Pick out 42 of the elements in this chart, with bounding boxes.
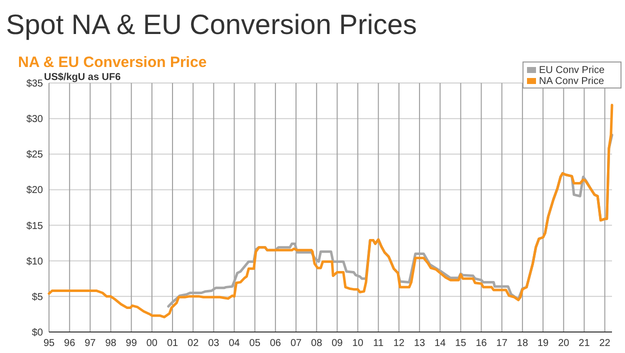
x-tick-label: 01 <box>166 338 179 349</box>
line-series <box>48 104 614 318</box>
x-tick-label: 22 <box>599 338 611 349</box>
x-tick-label: 02 <box>188 338 200 349</box>
x-tick-label: 10 <box>352 338 364 349</box>
x-tick-label: 00 <box>146 338 158 349</box>
y-tick-label: $30 <box>26 114 44 126</box>
x-tick-label: 96 <box>64 338 76 349</box>
y-tick-label: $25 <box>26 150 44 161</box>
x-tick-label: 12 <box>393 338 405 349</box>
x-tick-label: 95 <box>43 338 55 349</box>
y-axis-title: US$/kgU as UF6 <box>44 72 122 83</box>
y-tick-label: $5 <box>32 292 44 303</box>
y-tick-label: $35 <box>26 78 44 90</box>
legend-label: EU Conv Price <box>539 65 606 76</box>
y-tick-label: $0 <box>32 328 44 338</box>
x-tick-label: 04 <box>228 338 240 349</box>
x-tick-label: 08 <box>311 338 323 349</box>
x-tick-label: 99 <box>126 338 138 349</box>
y-tick-label: $10 <box>26 256 44 268</box>
y-tick-label: $20 <box>26 185 44 196</box>
x-tick-label: 18 <box>516 338 528 349</box>
x-tick-label: 16 <box>476 338 488 349</box>
chart-title: Spot NA & EU Conversion Prices <box>6 9 417 40</box>
legend-label: NA Conv Price <box>539 76 604 87</box>
x-tick-label: 15 <box>455 338 467 349</box>
x-tick-label: 09 <box>332 338 344 349</box>
x-tick-label: 11 <box>373 338 384 349</box>
x-tick-label: 98 <box>105 338 117 349</box>
chart-subtitle: NA & EU Conversion Price <box>18 54 207 71</box>
y-tick-label: $15 <box>26 220 44 232</box>
x-tick-label: 05 <box>249 338 261 349</box>
x-tick-label: 20 <box>558 338 570 349</box>
x-tick-label: 07 <box>290 338 302 349</box>
x-tick-label: 13 <box>414 338 426 349</box>
x-tick-label: 21 <box>578 338 590 349</box>
x-tick-label: 97 <box>84 338 96 349</box>
x-tick-label: 17 <box>496 338 508 349</box>
x-tick-label: 19 <box>537 338 550 349</box>
x-tick-label: 14 <box>434 338 446 349</box>
x-tick-label: 06 <box>270 338 282 349</box>
x-tick-label: 03 <box>208 338 220 349</box>
